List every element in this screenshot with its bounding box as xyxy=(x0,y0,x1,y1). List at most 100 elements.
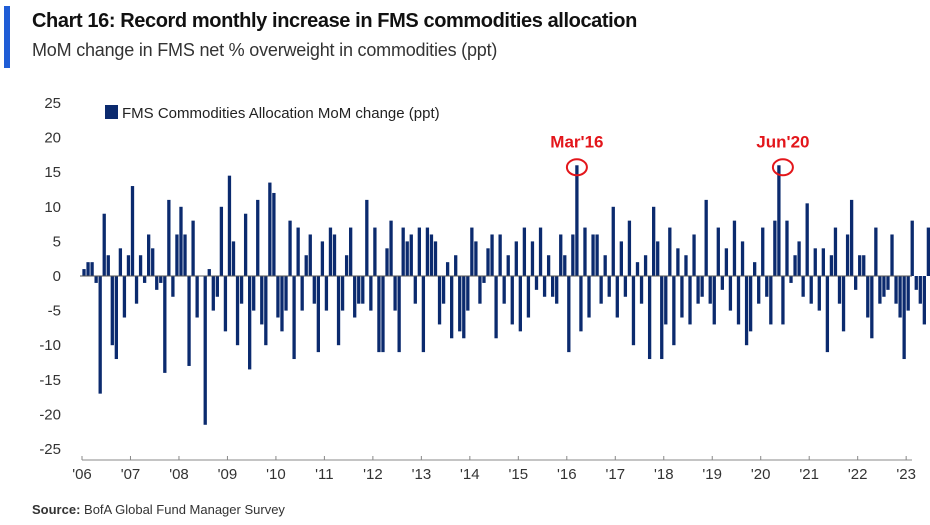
bar xyxy=(118,248,123,276)
x-tick-label: '06 xyxy=(72,466,92,483)
bar xyxy=(841,276,846,332)
bar xyxy=(155,276,159,290)
y-tick-label: 10 xyxy=(44,199,61,216)
x-tick-label: '21 xyxy=(799,466,819,483)
bar xyxy=(688,276,692,325)
chart-subtitle: MoM change in FMS net % overweight in co… xyxy=(32,40,498,60)
bar xyxy=(328,227,333,276)
bar xyxy=(365,199,369,276)
bar xyxy=(417,227,421,276)
source-label: Source: xyxy=(32,502,81,517)
bar xyxy=(514,241,518,276)
bar xyxy=(793,255,797,276)
bar xyxy=(211,276,215,311)
bar xyxy=(599,276,603,304)
bar xyxy=(401,227,405,276)
bar xyxy=(316,276,320,353)
bar xyxy=(870,276,874,339)
annotation-circle xyxy=(565,158,588,177)
bar xyxy=(914,276,918,290)
bar xyxy=(801,276,805,297)
source-note: Source: BofA Global Fund Manager Survey xyxy=(32,502,285,517)
bar xyxy=(86,262,90,276)
bar xyxy=(538,227,543,276)
legend-label: FMS Commodities Allocation MoM change (p… xyxy=(122,105,440,122)
bar xyxy=(773,220,777,276)
bar xyxy=(454,255,458,276)
bar xyxy=(151,248,155,276)
bar xyxy=(175,234,179,276)
bar xyxy=(490,234,494,276)
bar xyxy=(284,276,288,311)
bar xyxy=(296,227,300,276)
bar xyxy=(187,276,191,366)
bar xyxy=(631,276,636,346)
bar xyxy=(486,248,490,276)
x-axis: '06 '07 '08 '09 '10 '11 '12 '13 '14 '15 '16 '17 '18 '… xyxy=(72,456,916,483)
bar xyxy=(114,276,118,360)
bar xyxy=(813,248,817,276)
x-tick-label: '20 xyxy=(751,466,771,483)
bar xyxy=(740,241,745,276)
bar xyxy=(849,199,854,276)
bar xyxy=(344,255,349,276)
bar xyxy=(728,276,733,311)
bar xyxy=(239,276,244,304)
bar xyxy=(405,241,409,276)
legend-swatch xyxy=(105,105,118,119)
bar xyxy=(619,241,623,276)
bar xyxy=(583,227,587,276)
x-tick-label: '14 xyxy=(460,466,480,483)
bar xyxy=(575,165,579,276)
bar xyxy=(668,227,672,276)
bar xyxy=(656,241,660,276)
bar xyxy=(546,255,551,276)
bar xyxy=(441,276,446,304)
accent-bar xyxy=(4,6,10,68)
bar xyxy=(534,276,539,290)
bar xyxy=(886,276,890,290)
bar xyxy=(324,276,329,311)
y-tick-label: 5 xyxy=(53,233,61,250)
bar xyxy=(373,227,377,276)
bar xyxy=(894,276,898,304)
bars-group xyxy=(82,165,930,425)
bar xyxy=(587,276,591,318)
bar xyxy=(122,276,127,318)
bar xyxy=(389,220,393,276)
bar xyxy=(498,234,502,276)
bar xyxy=(704,199,708,276)
bar xyxy=(692,234,696,276)
y-tick-label: 15 xyxy=(44,164,61,181)
bar xyxy=(910,220,914,276)
bar xyxy=(922,276,926,325)
bar xyxy=(393,276,397,311)
bar xyxy=(757,276,761,304)
bar xyxy=(890,234,894,276)
bar xyxy=(159,276,163,283)
bar xyxy=(611,206,615,276)
bar xyxy=(332,234,337,276)
x-tick-label: '17 xyxy=(606,466,626,483)
bar xyxy=(530,241,535,276)
bar xyxy=(195,276,199,318)
bar xyxy=(336,276,341,346)
bar xyxy=(219,206,224,276)
chart-title: Chart 16: Record monthly increase in FMS… xyxy=(32,10,637,32)
bar xyxy=(551,276,555,297)
bar xyxy=(142,276,147,283)
bar xyxy=(320,241,325,276)
bar xyxy=(429,234,434,276)
bar xyxy=(559,234,563,276)
bar xyxy=(736,276,741,325)
bar xyxy=(700,276,704,297)
bar xyxy=(433,241,438,276)
x-tick-label: '09 xyxy=(218,466,238,483)
bar xyxy=(171,276,175,297)
x-tick-label: '16 xyxy=(557,466,577,483)
x-tick-label: '10 xyxy=(266,466,286,483)
bar xyxy=(106,255,110,276)
bar xyxy=(340,276,345,311)
x-tick-label: '23 xyxy=(896,466,916,483)
